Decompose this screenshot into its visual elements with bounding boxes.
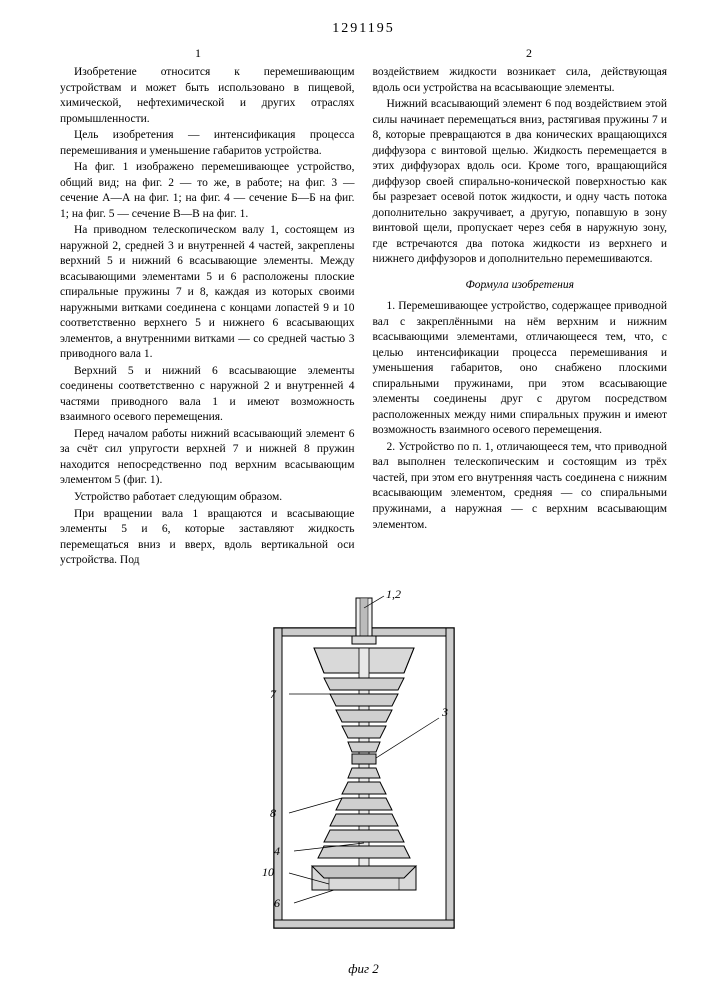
para: Верхний 5 и нижний 6 всасывающие элемент… [60,364,355,426]
para: При вращении вала 1 вращаются и всасываю… [60,507,355,569]
figure-2-svg: 1,2 7 3 8 4 10 6 [234,588,494,958]
para: Устройство работает следующим образом. [60,490,355,506]
figure-label-8: 8 [270,806,276,820]
col-num-left: 1 [195,45,201,61]
para: 2. Устройство по п. 1, отличающееся тем,… [373,440,668,533]
text-columns: Изобретение относится к перемешивающим у… [60,65,667,570]
figure-label-3: 3 [441,705,448,719]
para: 1. Перемешивающее устройство, содержащее… [373,299,668,439]
figure-label-4: 4 [274,844,280,858]
figure-label-7: 7 [270,687,277,701]
figure-2: 1,2 7 3 8 4 10 6 фиг 2 [60,588,667,978]
para: На фиг. 1 изображено перемешивающее устр… [60,160,355,222]
left-column: Изобретение относится к перемешивающим у… [60,65,355,570]
para: Цель изобретения — интенсификация процес… [60,128,355,159]
para: Изобретение относится к перемешивающим у… [60,65,355,127]
para: Нижний всасывающий элемент 6 под воздейс… [373,97,668,268]
figure-label-6: 6 [274,896,280,910]
page: 1291195 1 2 Изобретение относится к пере… [0,0,707,1000]
column-numbers: 1 2 [60,45,667,61]
col-num-right: 2 [526,45,532,61]
para: воздействием жидкости возникает сила, де… [373,65,668,96]
formula-heading: Формула изобретения [373,278,668,294]
para: Перед началом работы нижний всасывающий … [60,427,355,489]
right-column: воздействием жидкости возникает сила, де… [373,65,668,570]
document-number: 1291195 [60,20,667,39]
figure-label-10: 10 [262,865,274,879]
figure-caption: фиг 2 [60,960,667,978]
para: На приводном телескопическом валу 1, сос… [60,223,355,363]
figure-label-12: 1,2 [386,588,401,601]
